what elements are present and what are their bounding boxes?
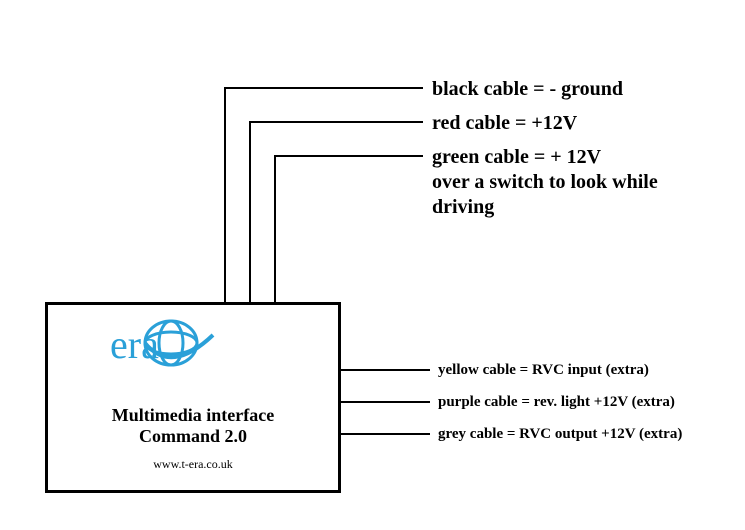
wire-red (250, 122, 423, 302)
label-black: black cable = - ground (432, 77, 623, 102)
logo: era (48, 315, 338, 369)
wire-black (225, 88, 423, 302)
device-box: era Multimedia interface Command 2.0 www… (45, 302, 341, 493)
box-title-line1: Multimedia interface (48, 405, 338, 426)
box-title-line2: Command 2.0 (48, 426, 338, 447)
label-green: green cable = + 12V over a switch to loo… (432, 145, 658, 220)
wire-green (275, 156, 423, 302)
label-grey: grey cable = RVC output +12V (extra) (438, 425, 682, 444)
logo-text: era (110, 322, 159, 367)
label-purple: purple cable = rev. light +12V (extra) (438, 393, 675, 412)
label-red: red cable = +12V (432, 111, 577, 136)
label-yellow: yellow cable = RVC input (extra) (438, 361, 649, 380)
box-url: www.t-era.co.uk (48, 457, 338, 472)
